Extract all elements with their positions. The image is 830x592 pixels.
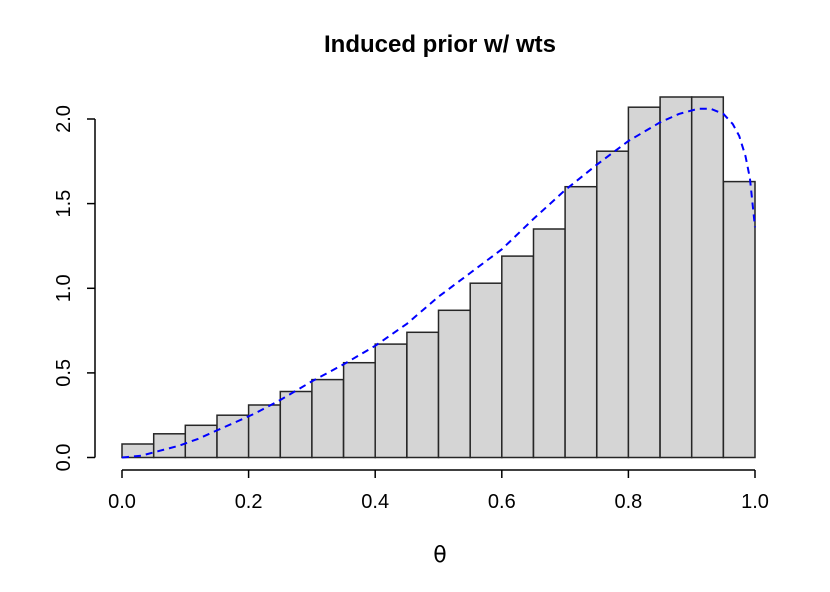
histogram-bar [564,185,598,459]
histogram-bar [690,96,725,459]
histogram-bar [406,331,440,459]
histogram-bar [311,378,345,459]
histogram-bar [437,309,471,459]
x-tick-label: 0.6 [488,491,516,513]
y-axis: 0.0 0.5 1.0 1.5 2.0 [53,105,96,472]
histogram-bar [722,180,756,459]
histogram-bar [374,343,408,459]
histogram-bar [627,106,661,459]
bars-group [121,96,756,459]
histogram-bar [596,150,630,459]
x-tick-label: 0.0 [108,491,136,513]
y-tick-label: 1.5 [53,190,75,218]
histogram-bar [216,414,250,459]
histogram-bar [184,424,218,459]
density-curve [121,107,756,459]
x-tick-label: 0.2 [235,491,263,513]
plot-title: Induced prior w/ wts [324,31,556,58]
histogram-bar [501,255,535,459]
x-tick-label: 0.4 [361,491,389,513]
y-tick-label: 0.0 [53,444,75,472]
x-axis-label: θ [433,543,446,568]
histogram-bar [469,282,503,459]
y-tick-label: 2.0 [53,105,75,133]
y-tick-label: 1.0 [53,274,75,302]
histogram-bar [659,96,693,459]
x-tick-label: 1.0 [741,491,769,513]
y-tick-label: 0.5 [53,359,75,387]
histogram-bar [247,404,281,459]
histogram-bar [279,390,313,459]
x-tick-label: 0.8 [614,491,642,513]
histogram-bar [342,361,377,459]
histogram-bar [532,228,566,459]
x-axis: 0.0 0.2 0.4 0.6 0.8 1.0 [108,469,769,513]
histogram-bar [152,433,187,459]
